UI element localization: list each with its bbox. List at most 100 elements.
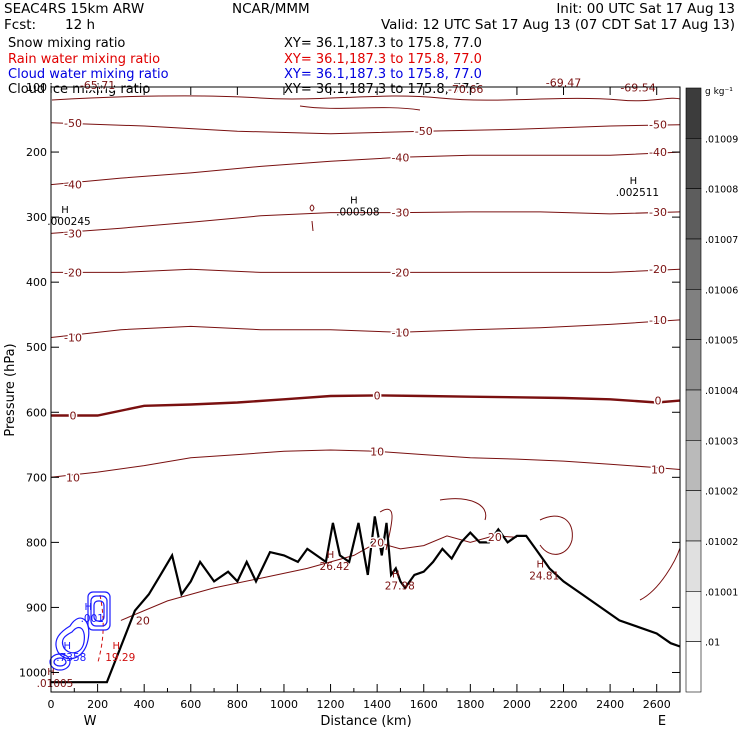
field-xy-cloud-water: XY= 36.1,187.3 to 175.8, 77.0	[284, 67, 482, 82]
isotherm-label-right: 10	[651, 464, 665, 477]
west-endpoint: W	[84, 714, 97, 729]
maximum-value: .000245	[47, 216, 90, 228]
colorbar-label: .01009	[705, 134, 738, 145]
x-tick-label: 800	[227, 698, 248, 711]
east-endpoint: E	[658, 714, 666, 729]
colorbar-unit: g kg⁻¹	[705, 87, 733, 97]
colorbar-swatch	[685, 87, 702, 139]
maximum-value: .001	[81, 613, 104, 625]
x-axis-label: Distance (km)	[320, 714, 411, 729]
isotherm-label-right: -30	[649, 206, 667, 219]
maximum-value: 26.42	[320, 561, 350, 573]
header: SEAC4RS 15km ARW Fcst: 12 h NCAR/MMM Ini…	[4, 1, 735, 33]
y-tick-label: 600	[26, 406, 47, 419]
isotherm-line	[120, 535, 517, 621]
isotherm-label-mid: -20	[391, 266, 409, 279]
rain-contour	[97, 594, 104, 663]
maximum-marker: H	[64, 641, 72, 652]
colorbar-swatch	[685, 188, 702, 240]
maximum-marker: H	[327, 550, 335, 561]
minimum-label: -65.71	[80, 79, 115, 92]
maximum-marker: H	[392, 569, 400, 580]
isotherm-line	[51, 268, 681, 273]
forecast-label: Fcst:	[4, 17, 36, 33]
field-xy-rain: XY= 36.1,187.3 to 175.8, 77.0	[284, 52, 482, 67]
y-tick-label: 500	[26, 341, 47, 354]
contour-labels: -50 -50 -50 -40 -40 -40 -30 -30 -30 -20 -20 -20 -10 -…	[37, 75, 669, 690]
isotherm-line	[51, 394, 681, 417]
isotherm-label-left: -30	[64, 227, 82, 240]
colorbar-swatch	[685, 490, 702, 542]
isotherm-label-left: -10	[64, 331, 82, 344]
minimum-label: -70.66	[448, 83, 483, 96]
x-tick-label: 400	[134, 698, 155, 711]
maximum-value: .7358	[56, 652, 86, 664]
colorbar-label: .01007	[705, 235, 738, 246]
isotherm-label-mid: -30	[391, 207, 409, 220]
y-tick-label: 700	[26, 471, 47, 484]
isotherm-label-left: 20	[136, 614, 150, 627]
y-tick-label: 900	[26, 601, 47, 614]
isotherm-label-mid: -10	[391, 326, 409, 339]
colorbar-label: .01002	[705, 487, 738, 498]
x-tick-label: 0	[48, 698, 55, 711]
field-name-cloud-ice: Cloud ice mixing ratio	[8, 82, 150, 97]
x-tick-label: 1200	[317, 698, 345, 711]
y-tick-label: 400	[26, 276, 47, 289]
colorbar-swatch	[685, 339, 702, 391]
colorbar-swatch	[685, 440, 702, 491]
x-tick-label: 1600	[410, 698, 438, 711]
x-tick-label: 2600	[643, 698, 671, 711]
field-xy-snow: XY= 36.1,187.3 to 175.8, 77.0	[284, 36, 482, 51]
maximum-value: 19.29	[105, 652, 135, 664]
isotherm-line	[50, 319, 681, 338]
maximum-marker: H	[112, 641, 120, 652]
isotherm-label-right: -40	[649, 146, 667, 159]
maximum-marker: H	[85, 602, 93, 613]
isotherm-label-mid: -50	[415, 125, 433, 138]
colorbar-label: .01001	[705, 587, 738, 598]
colorbar: g kg⁻¹ .01009 .01008 .01007 .01006 .01005 .01…	[685, 87, 738, 693]
cloud-ice-mark	[309, 204, 315, 232]
isotherm-layer	[50, 122, 681, 621]
x-tick-label: 1400	[363, 698, 391, 711]
isotherm-line	[50, 122, 681, 135]
colorbar-label: .01004	[705, 386, 738, 397]
cloud-water-contours	[49, 591, 111, 671]
colorbar-swatch	[685, 389, 702, 441]
colorbar-swatch	[685, 238, 702, 290]
center-name: NCAR/MMM	[232, 1, 310, 17]
colorbar-label: .01006	[705, 285, 738, 296]
maximum-marker: H	[61, 205, 69, 216]
isotherm-line	[50, 151, 681, 186]
warm-pocket	[379, 508, 393, 551]
maximum-value: .002511	[616, 187, 659, 199]
plot-frame	[50, 86, 681, 693]
maximum-value: 24.81	[529, 571, 559, 583]
isotherm-label-right: 20	[488, 531, 502, 544]
isotherm-label-left: -40	[64, 179, 82, 192]
maximum-value: 27.98	[385, 580, 415, 592]
x-axis: 0 200 400 600 800 1000 1200 1400 1600 1800 2000 220…	[48, 87, 671, 711]
isotherm-label-mid: 20	[370, 536, 384, 549]
x-tick-label: 200	[87, 698, 108, 711]
colorbar-swatch	[685, 289, 702, 340]
isotherm-line	[50, 449, 681, 478]
colorbar-label: .01008	[705, 185, 738, 196]
field-name-snow: Snow mixing ratio	[8, 36, 125, 51]
colorbar-label: .01002	[705, 537, 738, 548]
x-tick-label: 600	[180, 698, 201, 711]
isotherm-label-mid: -40	[391, 151, 409, 164]
forecast-value: 12 h	[65, 17, 95, 33]
maximum-value: .01005	[37, 678, 74, 690]
maximum-marker: H	[536, 560, 544, 571]
isotherm-label-right: -20	[649, 263, 667, 276]
x-tick-label: 2400	[596, 698, 624, 711]
isotherm-label-right: -10	[649, 314, 667, 327]
y-tick-label: 1000	[19, 666, 47, 679]
minimum-label: -69.54	[620, 82, 655, 95]
top-contour-2	[299, 105, 421, 111]
